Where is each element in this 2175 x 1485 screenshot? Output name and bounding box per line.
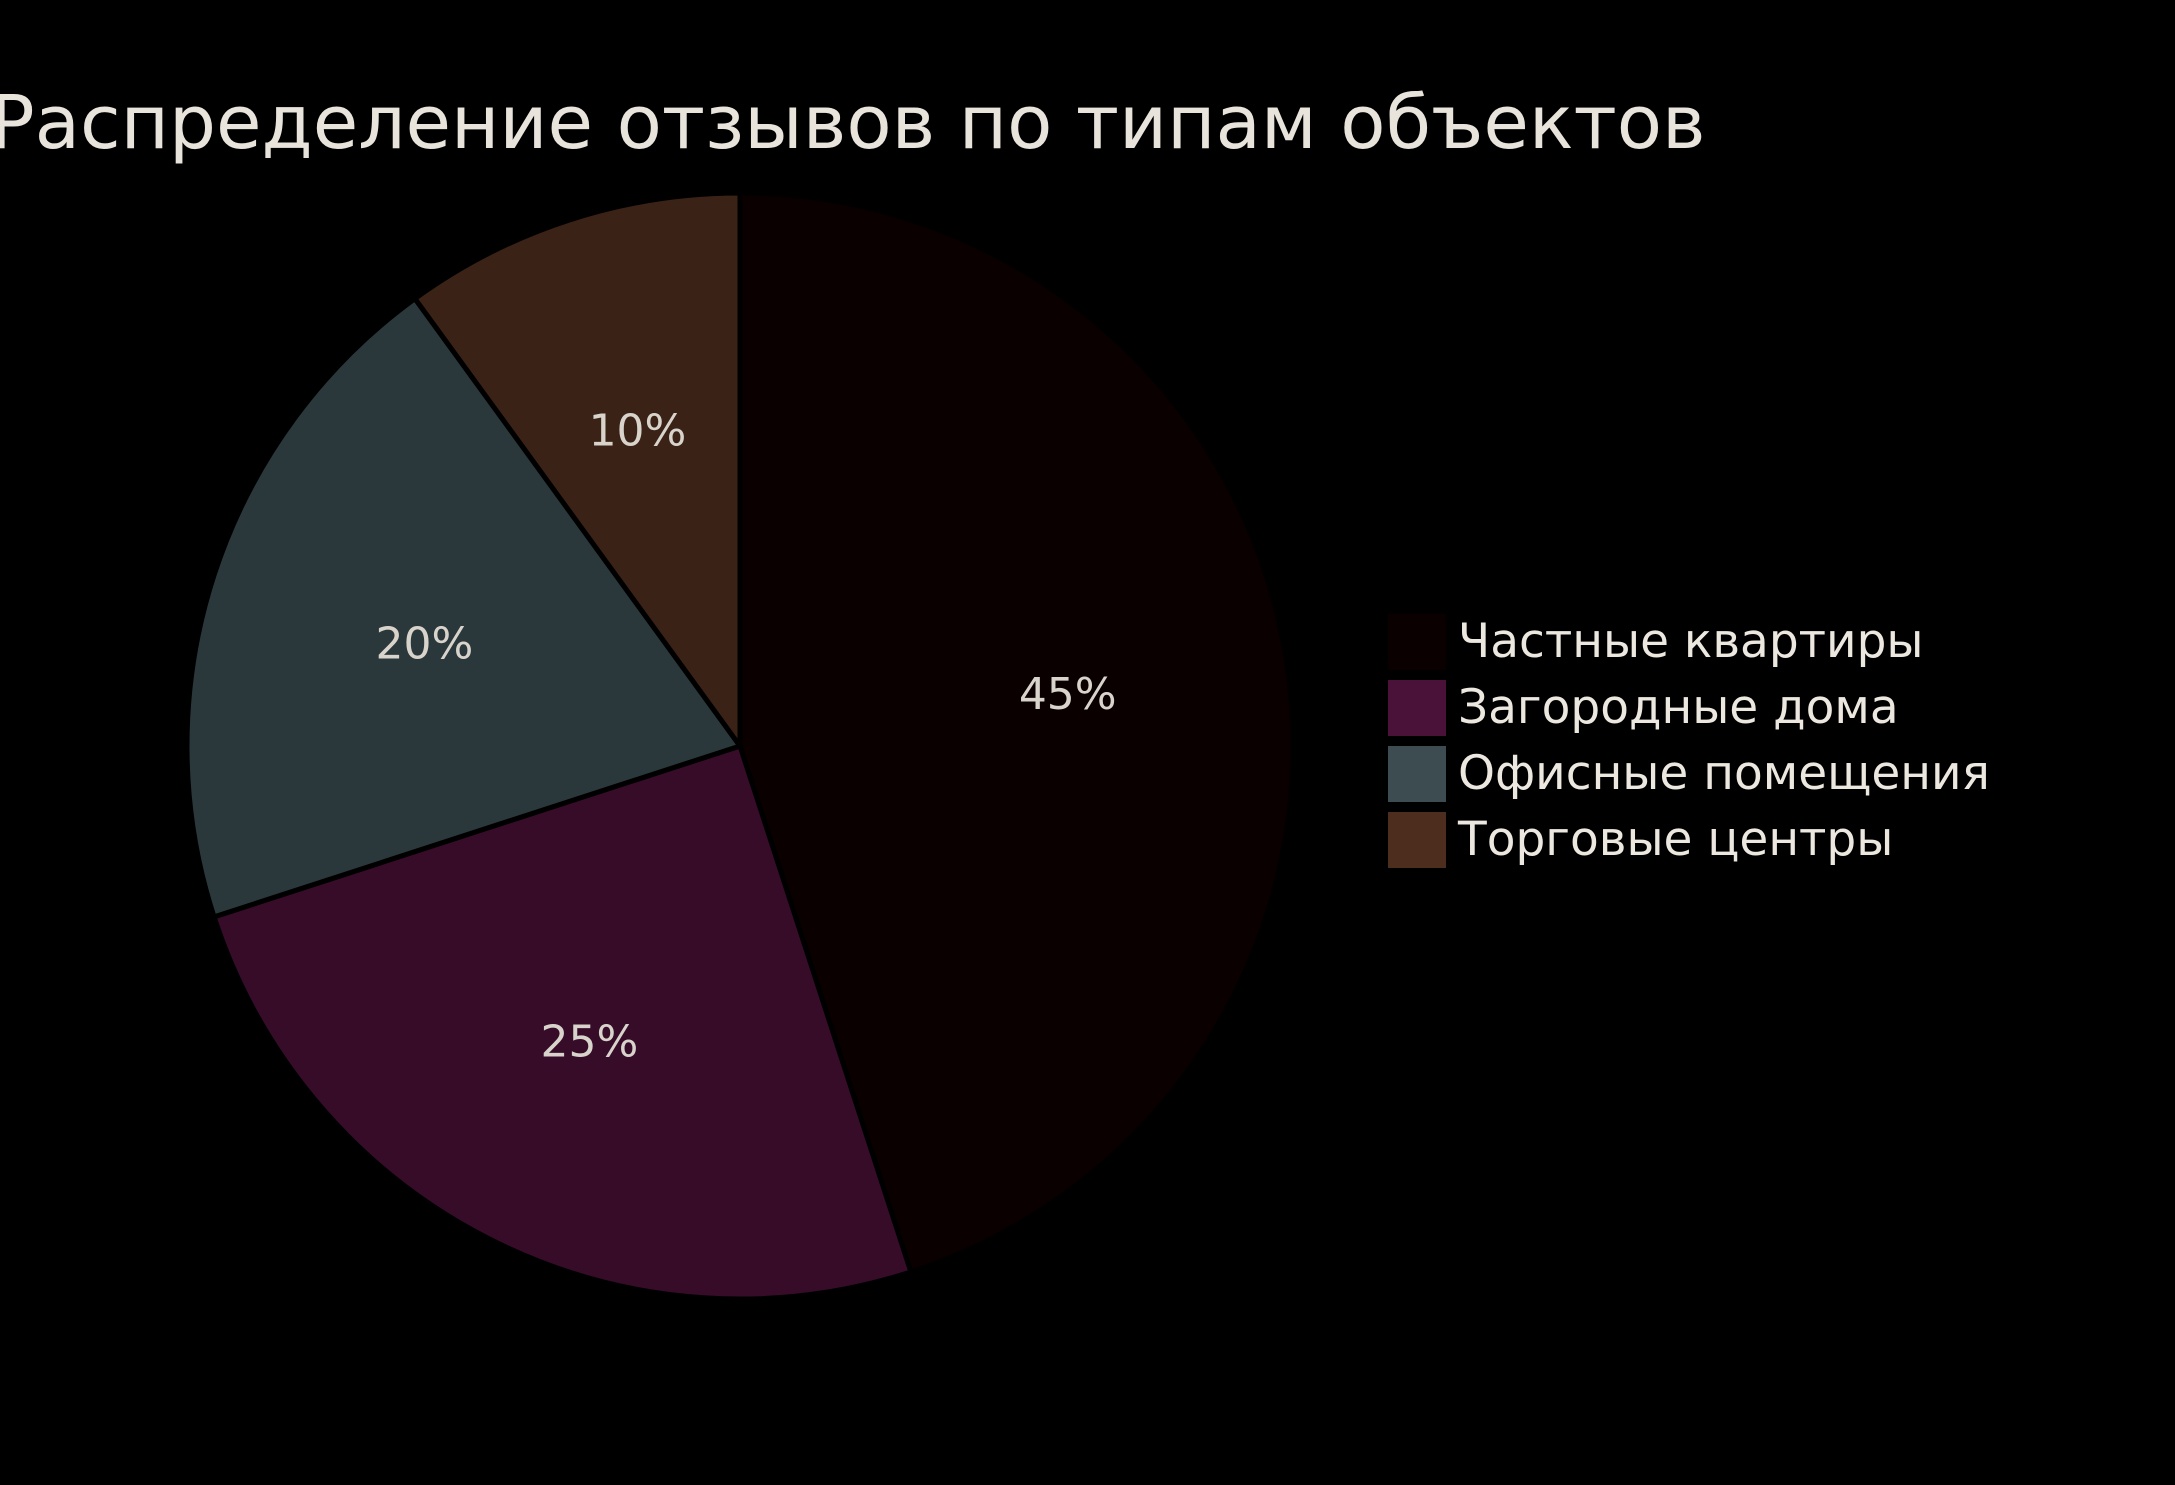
chart-title: Распределение отзывов по типам объектов (0, 80, 1706, 166)
slice-label-1: 25% (540, 1017, 638, 1068)
slice-1 (211, 743, 914, 1302)
legend: Частные квартиры Загородные дома Офисные п… (1388, 614, 1990, 868)
slice-0 (737, 190, 1296, 1275)
slice-2 (184, 296, 743, 920)
slice-3 (412, 190, 743, 749)
slice-label-2: 20% (376, 618, 474, 669)
legend-label-2: Офисные помещения (1458, 746, 1990, 801)
legend-label-3: Торговые центры (1457, 812, 1893, 867)
legend-swatch-0 (1388, 614, 1446, 670)
slice-label-0: 45% (1019, 669, 1117, 720)
legend-swatch-1 (1388, 680, 1446, 736)
pie-slice-labels: 45% 25% 20% 10% (376, 405, 1117, 1067)
pie-slices (184, 190, 1296, 1302)
slice-label-3: 10% (589, 405, 687, 456)
legend-swatch-2 (1388, 746, 1446, 802)
legend-swatch-3 (1388, 812, 1446, 868)
legend-label-1: Загородные дома (1458, 680, 1899, 735)
legend-label-0: Частные квартиры (1458, 614, 1924, 669)
